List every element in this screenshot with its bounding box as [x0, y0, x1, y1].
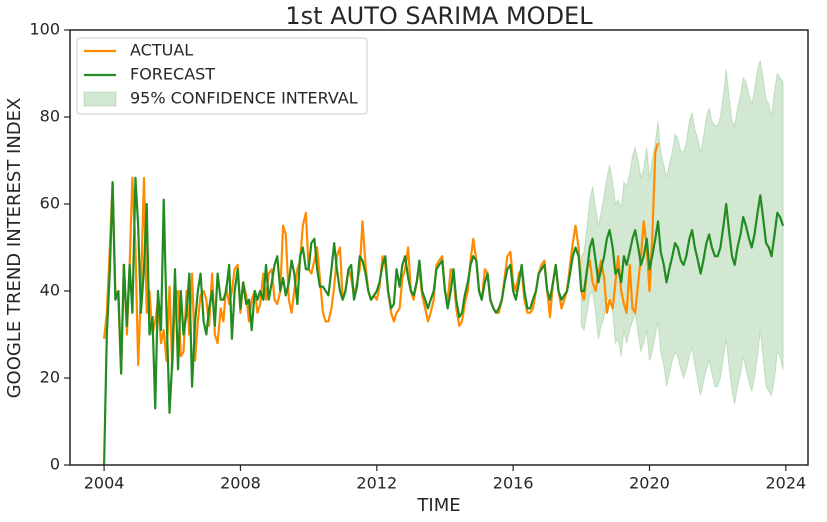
y-tick-label: 80: [40, 107, 60, 126]
y-tick-label: 60: [40, 194, 60, 213]
x-axis-label: TIME: [416, 495, 460, 516]
x-tick-label: 2012: [356, 474, 397, 493]
y-tick-label: 0: [50, 455, 60, 474]
confidence-band: [580, 60, 784, 405]
legend-label: ACTUAL: [130, 41, 193, 60]
y-tick-label: 100: [29, 20, 60, 39]
plot-frame: [69, 29, 809, 466]
legend: ACTUAL FORECAST 95% CONFIDENCE INTERVAL: [76, 37, 368, 115]
x-tick-label: 2020: [629, 474, 670, 493]
series-line: [102, 142, 660, 375]
x-tick-label: 2008: [220, 474, 261, 493]
chart-title: 1st AUTO SARIMA MODEL: [285, 2, 593, 30]
x-tick-label: 2024: [765, 474, 806, 493]
y-tick-label: 40: [40, 281, 60, 300]
legend-box: [76, 37, 368, 115]
y-tick-label: 20: [40, 368, 60, 387]
y-axis-label: GOOGLE TREND INTEREST INDEX: [4, 98, 25, 399]
legend-swatch: [83, 91, 117, 107]
x-tick-label: 2016: [493, 474, 534, 493]
series-line: [102, 176, 785, 466]
legend-label: FORECAST: [130, 65, 215, 84]
legend-label: 95% CONFIDENCE INTERVAL: [130, 89, 358, 108]
x-tick-label: 2004: [84, 474, 125, 493]
